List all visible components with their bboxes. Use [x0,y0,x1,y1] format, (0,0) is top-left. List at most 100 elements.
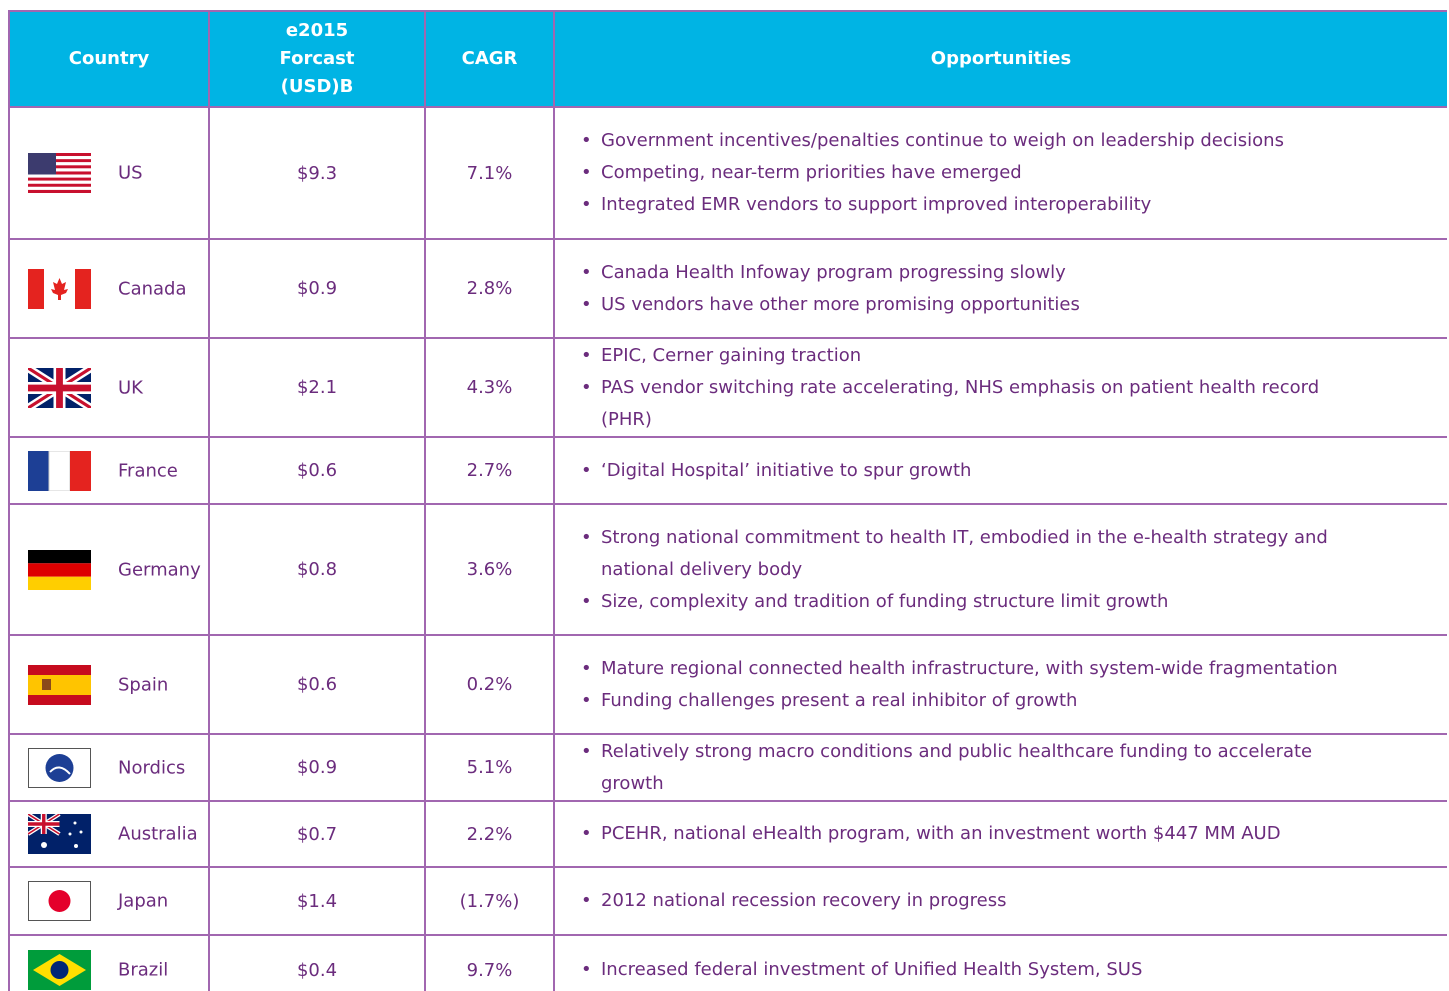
table-row: Germany $0.83.6% Strong national commitmen… [8,503,1447,636]
country-name: Australia [118,823,198,845]
table-row: France $0.62.7% ‘Digital Hospital’ initiat… [8,436,1447,505]
country-name: UK [118,377,143,398]
cagr-cell: 5.1% [424,733,555,802]
table-row: Australia $0.72.2% PCEHR, national eHealth… [8,800,1447,868]
opportunity-text: 2012 national recession recovery in prog… [601,890,1007,911]
opportunity-text: Funding challenges present a real inhibi… [601,689,1078,711]
opportunity-item: Integrated EMR vendors to support improv… [581,189,1447,221]
opportunity-text: PAS vendor switching rate accelerating, … [601,376,1320,430]
opportunity-text: Size, complexity and tradition of fundin… [601,590,1169,612]
opportunity-item: Relatively strong macro conditions and p… [581,736,1447,800]
opportunity-item: PCEHR, national eHealth program, with an… [581,818,1447,850]
opportunity-text: US vendors have other more promising opp… [601,293,1080,315]
opportunities-cell: PCEHR, national eHealth program, with an… [553,800,1447,868]
table-row: Canada $0.92.8% Canada Health Infoway prog… [8,238,1447,339]
cagr-cell: 2.2% [424,800,555,868]
cagr-cell: 2.8% [424,238,555,339]
flag-icon [28,153,91,193]
opportunities-cell: Canada Health Infoway program progressin… [553,238,1447,339]
country-cell: Germany [8,503,210,636]
opportunity-list: Strong national commitment to health IT,… [555,522,1447,618]
table-row: Spain $0.60.2% Mature regional connected h… [8,634,1447,735]
opportunity-item: Strong national commitment to health IT,… [581,522,1447,586]
opportunities-cell: Mature regional connected health infrast… [553,634,1447,735]
opportunities-cell: 2012 national recession recovery in prog… [553,866,1447,936]
opportunity-item: US vendors have other more promising opp… [581,289,1447,321]
flag-icon [28,549,91,590]
cagr-cell: 0.2% [424,634,555,735]
country-name: Nordics [118,757,186,778]
flag-icon [28,814,91,854]
country-cell: Canada [8,238,210,339]
cagr-cell: 4.3% [424,337,555,438]
country-cell: US [8,106,210,240]
opportunity-item: Government incentives/penalties continue… [581,125,1447,157]
country-cell: France [8,436,210,505]
cagr-cell: 7.1% [424,106,555,240]
opportunity-text: Integrated EMR vendors to support improv… [601,194,1152,215]
header-row: Country e2015 Forcast (USD)B CAGR Opport… [8,10,1447,108]
market-table: Country e2015 Forcast (USD)B CAGR Opport… [8,10,1447,991]
opportunity-item: Competing, near-term priorities have eme… [581,157,1447,189]
forecast-cell: $1.4 [208,866,426,936]
header-cell: e2015 Forcast (USD)B [208,10,426,108]
opportunity-list: ‘Digital Hospital’ initiative to spur gr… [555,455,1447,487]
country-cell: Nordics [8,733,210,802]
opportunities-cell: Government incentives/penalties continue… [553,106,1447,240]
country-name: Brazil [118,959,169,981]
country-cell: Brazil [8,934,210,991]
opportunity-item: 2012 national recession recovery in prog… [581,885,1447,917]
cagr-cell: 9.7% [424,934,555,991]
forecast-cell: $0.6 [208,634,426,735]
opportunity-text: ‘Digital Hospital’ initiative to spur gr… [601,459,972,481]
forecast-cell: $0.8 [208,503,426,636]
opportunity-text: Relatively strong macro conditions and p… [601,740,1313,794]
cagr-cell: 2.7% [424,436,555,505]
table-row: Nordics $0.95.1% Relatively strong macro c… [8,733,1447,802]
forecast-cell: $0.4 [208,934,426,991]
opportunities-cell: Relatively strong macro conditions and p… [553,733,1447,802]
opportunity-item: EPIC, Cerner gaining traction [581,340,1447,372]
opportunities-cell: EPIC, Cerner gaining traction PAS vendor … [553,337,1447,438]
table-container: Country e2015 Forcast (USD)B CAGR Opport… [8,10,1447,991]
country-name: Spain [118,674,169,695]
opportunity-text: Mature regional connected health infrast… [601,657,1338,679]
country-cell: Australia [8,800,210,868]
country-name: France [118,460,178,481]
opportunity-text: Strong national commitment to health IT,… [601,526,1328,580]
cagr-cell: (1.7%) [424,866,555,936]
table-row: UK $2.14.3% EPIC, Cerner gaining traction P… [8,337,1447,438]
country-cell: Japan [8,866,210,936]
forecast-cell: $0.9 [208,733,426,802]
flag-icon [28,268,91,309]
opportunity-item: PAS vendor switching rate accelerating, … [581,372,1447,436]
header-cell: Opportunities [553,10,1447,108]
flag-icon [28,747,91,788]
opportunity-list: Mature regional connected health infrast… [555,653,1447,717]
flag-icon [28,664,91,705]
forecast-cell: $9.3 [208,106,426,240]
table-row: Brazil $0.49.7% Increased federal investme… [8,934,1447,991]
opportunity-text: PCEHR, national eHealth program, with an… [601,823,1281,844]
opportunity-text: Canada Health Infoway program progressin… [601,261,1066,283]
opportunities-cell: Increased federal investment of Unified … [553,934,1447,991]
forecast-cell: $0.6 [208,436,426,505]
country-name: Japan [118,890,169,912]
opportunity-item: Increased federal investment of Unified … [581,954,1447,986]
opportunity-list: PCEHR, national eHealth program, with an… [555,818,1447,850]
country-name: US [118,162,143,184]
cagr-cell: 3.6% [424,503,555,636]
opportunity-list: Canada Health Infoway program progressin… [555,257,1447,321]
country-name: Germany [118,559,201,580]
forecast-cell: $2.1 [208,337,426,438]
opportunity-list: EPIC, Cerner gaining traction PAS vendor … [555,340,1447,436]
opportunities-cell: Strong national commitment to health IT,… [553,503,1447,636]
header-text: e2015 Forcast (USD)B [279,20,355,97]
flag-icon [28,367,91,408]
country-cell: Spain [8,634,210,735]
header-cell: Country [8,10,210,108]
country-name: Canada [118,278,187,299]
flag-icon [28,881,91,921]
forecast-cell: $0.7 [208,800,426,868]
